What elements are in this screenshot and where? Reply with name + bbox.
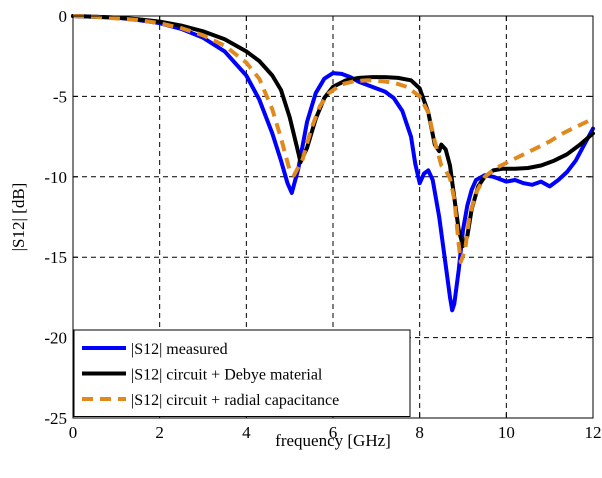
x-tick-label: 12	[585, 423, 602, 442]
y-tick-label: -15	[44, 248, 67, 267]
legend-label-1: |S12| measured	[131, 341, 228, 358]
x-tick-label: 10	[498, 423, 515, 442]
y-tick-label: -20	[44, 329, 67, 348]
y-tick-label: -5	[53, 87, 67, 106]
x-tick-label: 8	[415, 423, 424, 442]
legend-label-2: |S12| circuit + Debye material	[131, 367, 323, 384]
legend: |S12| measured |S12| circuit + Debye mate…	[74, 330, 410, 417]
y-axis-label: |S12| [dB]	[9, 183, 28, 252]
y-tick-label: 0	[59, 7, 68, 26]
x-axis-label: frequency [GHz]	[275, 431, 391, 450]
y-tick-label: -25	[44, 409, 67, 428]
x-tick-label: 4	[242, 423, 251, 442]
y-tick-label: -10	[44, 168, 67, 187]
x-tick-label: 2	[155, 423, 164, 442]
x-tick-label: 0	[69, 423, 78, 442]
series-line-2	[73, 16, 593, 246]
legend-label-3: |S12| circuit + radial capacitance	[131, 392, 339, 409]
